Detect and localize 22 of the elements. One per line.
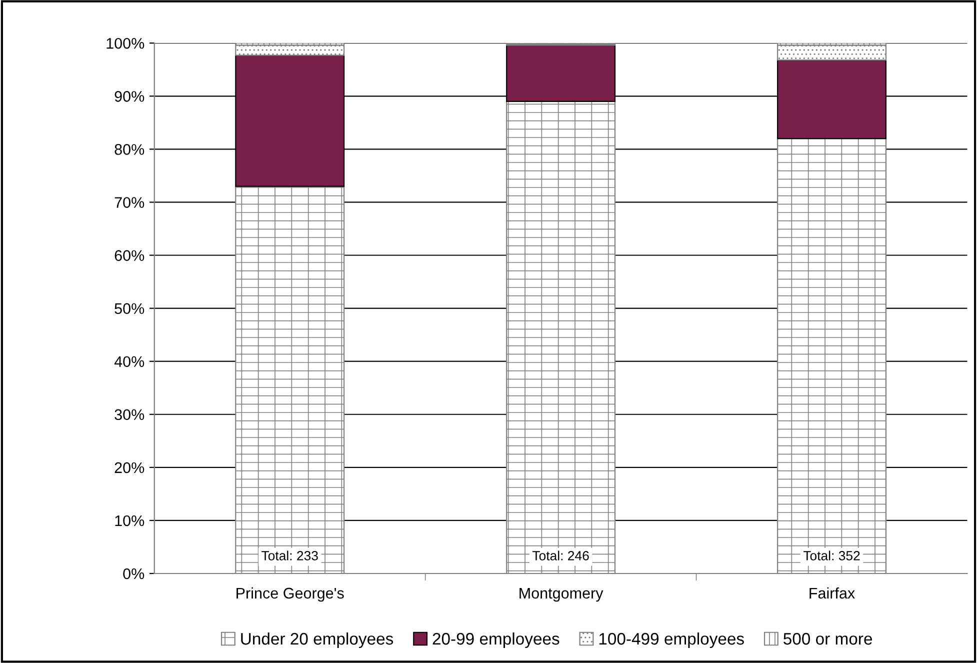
y-tick-label: 80% [114, 144, 144, 155]
x-tick-label: Prince George's [236, 587, 344, 602]
bar [777, 44, 886, 61]
y-tick-label: 100% [106, 38, 144, 49]
legend-label: Under 20 employees [241, 632, 394, 648]
annotation: Total: 246 [532, 550, 589, 560]
y-tick-label: 70% [114, 197, 144, 208]
x-tick-label: Fairfax [810, 587, 855, 599]
y-tick-label: 0% [123, 568, 144, 580]
y-tick-label: 20% [114, 462, 144, 474]
y-tick-label: 30% [114, 409, 144, 420]
x-tick-label: Montgomery [520, 588, 604, 602]
annotation: Total: 233 [262, 550, 318, 560]
legend-label: 500 or more [784, 632, 872, 645]
legend-label: 20-99 employees [432, 632, 560, 648]
y-tick-label: 50% [114, 303, 144, 314]
legend-label: 100-499 employees [599, 632, 744, 648]
annotation: Total: 352 [803, 550, 860, 560]
y-tick-label: 60% [114, 250, 144, 261]
y-tick-label: 10% [115, 515, 144, 526]
y-tick-label: 40% [114, 356, 144, 368]
y-tick-label: 90% [114, 91, 144, 102]
